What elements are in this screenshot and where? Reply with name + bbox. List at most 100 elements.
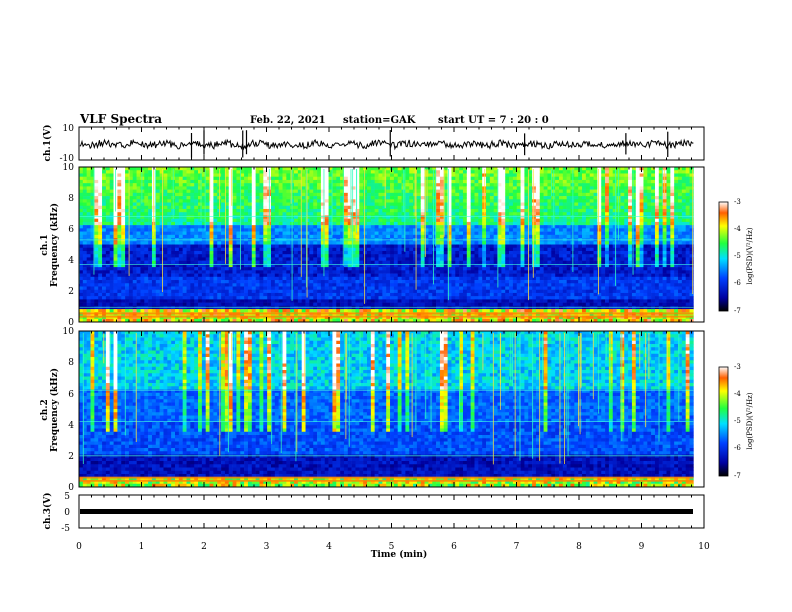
spectrogram-cell xyxy=(374,225,379,229)
spectrogram-cell xyxy=(94,250,99,255)
spectrogram-cell xyxy=(355,283,360,287)
spectrogram-cell xyxy=(121,167,126,171)
spectrogram-cell xyxy=(217,292,222,297)
spectrogram-cell xyxy=(359,270,364,274)
spectrogram-cell xyxy=(393,205,399,210)
spectrogram-cell xyxy=(340,208,345,213)
spectrogram-cell xyxy=(286,263,291,268)
spectrogram-cell xyxy=(163,247,168,252)
spectrogram-cell xyxy=(363,276,368,281)
spectrogram-cell xyxy=(221,225,226,229)
spectrogram-cell xyxy=(466,270,471,274)
spectrogram-cell xyxy=(459,231,464,236)
spectrogram-cell xyxy=(209,212,214,216)
spectrogram-cell xyxy=(317,176,322,181)
spectrogram-cell xyxy=(451,173,456,177)
spectrogram-cell xyxy=(466,215,471,219)
spectrogram-cell xyxy=(270,215,276,219)
spectrogram-cell xyxy=(144,167,149,171)
spectrogram-cell xyxy=(382,215,387,219)
spectrogram-cell xyxy=(405,179,410,184)
spectrogram-cell xyxy=(386,241,391,245)
spectrogram-cell xyxy=(213,247,218,252)
spectrogram-cell xyxy=(209,199,214,203)
spectrogram-cell xyxy=(205,244,210,249)
spectrogram-cell xyxy=(244,309,249,313)
spectrogram-cell xyxy=(228,254,233,258)
spectrogram-cell xyxy=(171,257,176,261)
spectrogram-cell xyxy=(470,176,475,181)
spectrogram-cell xyxy=(159,225,164,229)
spectrogram-cell xyxy=(167,231,172,236)
spectrogram-cell xyxy=(459,205,464,210)
spectrogram-cell xyxy=(140,176,145,181)
spectrogram-cell xyxy=(451,218,456,223)
spectrogram-cell xyxy=(386,212,391,216)
spectrogram-cell xyxy=(347,244,352,249)
spectrogram-cell xyxy=(366,202,372,207)
spectrogram-cell xyxy=(270,260,276,265)
spectrogram-cell xyxy=(194,208,199,213)
spectrogram-cell xyxy=(82,215,87,219)
spectrogram-cell xyxy=(405,218,410,223)
spectrogram-cell xyxy=(401,215,406,219)
spectrogram-cell xyxy=(175,283,180,287)
spectrogram-cell xyxy=(405,260,410,265)
spectrogram-cell xyxy=(140,202,145,207)
spectrogram-cell xyxy=(416,215,422,219)
spectrogram-cell xyxy=(409,228,414,232)
spectrogram-cell xyxy=(474,263,479,268)
spectrogram-cell xyxy=(270,167,276,171)
spectrogram-cell xyxy=(105,199,111,203)
spectrogram-cell xyxy=(305,228,310,232)
spectrogram-cell xyxy=(82,299,87,303)
spectrogram-cell xyxy=(351,260,356,265)
spectrogram-cell xyxy=(263,289,268,294)
spectrogram-cell xyxy=(259,263,264,268)
spectrogram-cell xyxy=(98,212,103,216)
spectrogram-cell xyxy=(405,276,410,281)
spectrogram-cell xyxy=(198,292,203,297)
spectrogram-cell xyxy=(186,292,191,297)
spectrogram-cell xyxy=(428,260,433,265)
spectrogram-cell xyxy=(144,267,149,271)
spectrogram-cell xyxy=(393,196,399,200)
spectrogram-cell xyxy=(86,267,91,271)
spectrogram-cell xyxy=(413,231,418,236)
spectrogram-cell xyxy=(470,186,475,190)
spectrogram-cell xyxy=(82,176,87,181)
spectrogram-cell xyxy=(428,208,433,213)
spectrogram-cell xyxy=(317,231,322,236)
spectrogram-cell xyxy=(286,205,291,210)
spectrogram-cell xyxy=(86,250,91,255)
spectrogram-cell xyxy=(328,244,333,249)
spectrogram-cell xyxy=(213,292,218,297)
spectrogram-cell xyxy=(297,247,303,252)
spectrogram-cell xyxy=(175,289,180,294)
spectrogram-cell xyxy=(132,234,137,239)
spectrogram-cell xyxy=(163,244,168,249)
spectrogram-cell xyxy=(90,225,95,229)
spectrogram-cell xyxy=(416,267,422,271)
spectrogram-cell xyxy=(209,296,214,300)
spectrogram-cell xyxy=(209,186,214,190)
spectrogram-cell xyxy=(382,276,387,281)
spectrogram-cell xyxy=(224,221,230,226)
spectrogram-cell xyxy=(459,228,464,232)
spectrogram-cell xyxy=(405,196,410,200)
spectrogram-cell xyxy=(209,231,214,236)
spectrogram-cell xyxy=(416,170,422,174)
spectrogram-cell xyxy=(459,299,464,303)
spectrogram-cell xyxy=(274,299,279,303)
spectrogram-cell xyxy=(125,283,130,287)
spectrogram-cell xyxy=(462,196,468,200)
spectrogram-cell xyxy=(313,196,318,200)
spectrogram-cell xyxy=(340,225,345,229)
spectrogram-cell xyxy=(159,241,164,245)
spectrogram-cell xyxy=(267,263,272,268)
spectrogram-cell xyxy=(386,260,391,265)
spectrogram-cell xyxy=(474,196,479,200)
spectrogram-cell xyxy=(244,196,249,200)
spectrogram-cell xyxy=(393,260,399,265)
spectrogram-cell xyxy=(155,212,160,216)
